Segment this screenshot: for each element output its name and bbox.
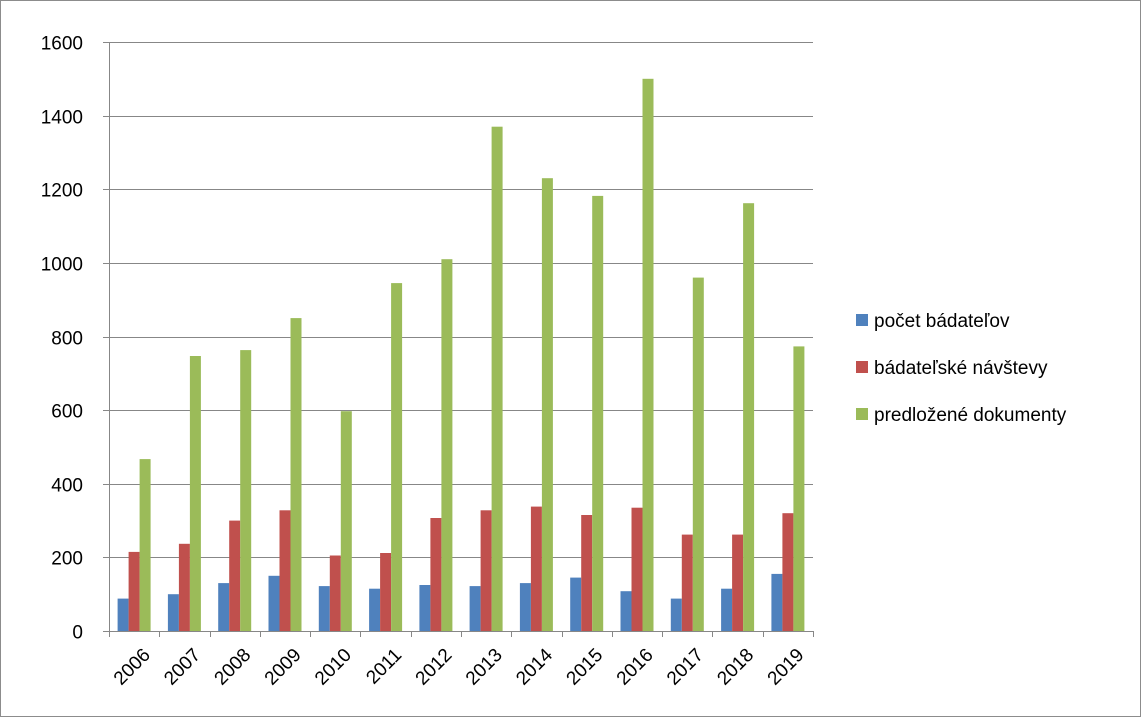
y-tick-label: 1200 — [41, 181, 83, 202]
bar-bádateľské-návštevy-2011: bádateľské návštevy 2011: 212 — [380, 553, 392, 631]
bar-počet-bádateľov-2011: počet bádateľov 2011: 115 — [369, 588, 381, 631]
y-axis-tick-labels: 0 200 400 600 800 1000 1200 1400 1600 — [41, 34, 83, 644]
x-tick-label: 2019 — [764, 645, 809, 690]
bar-bádateľské-návštevy-2018: bádateľské návštevy 2018: 262 — [732, 534, 744, 631]
bar-predložené-dokumenty-2011: predložené dokumenty 2011: 945 — [391, 283, 403, 631]
legend-swatch — [856, 408, 868, 420]
bar-počet-bádateľov-2010: počet bádateľov 2010: 122 — [318, 586, 330, 631]
x-tick-label: 2010 — [311, 645, 356, 690]
bars: počet bádateľov 2006: 88bádateľské návšt… — [117, 78, 805, 632]
y-tick-label: 400 — [51, 476, 83, 497]
bar-predložené-dokumenty-2016: predložené dokumenty 2016: 1500 — [642, 78, 654, 632]
bar-predložené-dokumenty-2009: predložené dokumenty 2009: 850 — [290, 318, 302, 631]
x-tick-label: 2013 — [462, 645, 507, 690]
x-tick-label: 2008 — [211, 645, 256, 690]
bar-bádateľské-návštevy-2007: bádateľské návštevy 2007: 237 — [178, 543, 190, 631]
bar-počet-bádateľov-2008: počet bádateľov 2008: 130 — [218, 583, 230, 631]
bar-predložené-dokumenty-2019: predložené dokumenty 2019: 773 — [793, 346, 805, 631]
y-tick-label: 1600 — [41, 34, 83, 55]
bar-počet-bádateľov-2007: počet bádateľov 2007: 100 — [167, 594, 179, 631]
bar-počet-bádateľov-2012: počet bádateľov 2012: 125 — [419, 585, 431, 631]
gridlines — [109, 42, 813, 558]
bar-predložené-dokumenty-2014: predložené dokumenty 2014: 1230 — [541, 178, 553, 631]
y-tick-label: 0 — [72, 623, 83, 644]
bar-predložené-dokumenty-2015: predložené dokumenty 2015: 1182 — [592, 195, 604, 631]
bar-predložené-dokumenty-2007: predložené dokumenty 2007: 747 — [189, 356, 201, 631]
bar-bádateľské-návštevy-2009: bádateľské návštevy 2009: 328 — [279, 510, 291, 631]
bar-počet-bádateľov-2017: počet bádateľov 2017: 88 — [670, 598, 682, 631]
x-axis-tick-labels: 2006 2007 2008 2009 2010 2011 2012 2013 2014 2015… — [110, 644, 808, 689]
x-tick-label: 2012 — [412, 645, 457, 690]
bar-bádateľské-návštevy-2008: bádateľské návštevy 2008: 300 — [229, 520, 241, 631]
bar-bádateľské-návštevy-2012: bádateľské návštevy 2012: 307 — [430, 518, 442, 631]
bar-bádateľské-návštevy-2010: bádateľské návštevy 2010: 205 — [329, 555, 341, 631]
y-tick-label: 1400 — [41, 108, 83, 129]
bar-bádateľské-návštevy-2015: bádateľské návštevy 2015: 315 — [581, 515, 593, 631]
bar-bádateľské-návštevy-2006: bádateľské návštevy 2006: 215 — [128, 551, 140, 631]
x-tick-label: 2014 — [512, 644, 557, 689]
legend-swatch — [856, 314, 868, 326]
bar-počet-bádateľov-2018: počet bádateľov 2018: 115 — [721, 588, 733, 631]
bar-počet-bádateľov-2006: počet bádateľov 2006: 88 — [117, 598, 129, 631]
y-tick-label: 800 — [51, 329, 83, 350]
x-tick-label: 2018 — [713, 645, 758, 690]
bar-bádateľské-návštevy-2016: bádateľské návštevy 2016: 335 — [631, 507, 643, 631]
y-tick-label: 600 — [51, 402, 83, 423]
x-tick-label: 2007 — [160, 645, 205, 690]
axes — [103, 42, 814, 637]
y-tick-label: 200 — [51, 549, 83, 570]
bar-predložené-dokumenty-2018: predložené dokumenty 2018: 1162 — [743, 203, 755, 631]
y-tick-label: 1000 — [41, 255, 83, 276]
bar-bádateľské-návštevy-2019: bádateľské návštevy 2019: 320 — [782, 513, 794, 631]
x-tick-label: 2017 — [663, 645, 708, 690]
bar-bádateľské-návštevy-2017: bádateľské návštevy 2017: 262 — [681, 534, 693, 631]
bar-predložené-dokumenty-2006: predložené dokumenty 2006: 467 — [139, 459, 151, 631]
x-tick-label: 2015 — [563, 645, 608, 690]
x-tick-label: 2016 — [613, 645, 658, 690]
bar-počet-bádateľov-2016: počet bádateľov 2016: 108 — [620, 591, 632, 631]
x-tick-label: 2011 — [362, 645, 406, 689]
bar-predložené-dokumenty-2012: predložené dokumenty 2012: 1010 — [441, 259, 453, 631]
bar-predložené-dokumenty-2013: predložené dokumenty 2013: 1370 — [491, 126, 503, 631]
bar-bádateľské-návštevy-2014: bádateľské návštevy 2014: 338 — [530, 506, 542, 631]
bar-predložené-dokumenty-2008: predložené dokumenty 2008: 763 — [240, 350, 252, 631]
legend-label: predložené dokumenty — [874, 405, 1067, 426]
bar-bádateľské-návštevy-2013: bádateľské návštevy 2013: 328 — [480, 510, 492, 631]
bar-počet-bádateľov-2015: počet bádateľov 2015: 145 — [570, 577, 582, 631]
bar-počet-bádateľov-2013: počet bádateľov 2013: 122 — [469, 586, 481, 631]
bar-počet-bádateľov-2019: počet bádateľov 2019: 155 — [771, 573, 783, 631]
bar-počet-bádateľov-2014: počet bádateľov 2014: 130 — [519, 583, 531, 631]
legend-swatch — [856, 361, 868, 373]
legend-label: počet bádateľov — [874, 311, 1010, 332]
bar-predložené-dokumenty-2017: predložené dokumenty 2017: 960 — [692, 277, 704, 631]
legend: počet bádateľov bádateľské návštevy predlo… — [856, 311, 1067, 426]
x-tick-label: 2006 — [110, 645, 155, 690]
bar-predložené-dokumenty-2010: predložené dokumenty 2010: 597 — [340, 411, 352, 631]
bar-počet-bádateľov-2009: počet bádateľov 2009: 150 — [268, 575, 280, 631]
legend-label: bádateľské návštevy — [874, 358, 1048, 379]
x-tick-label: 2009 — [261, 645, 306, 690]
